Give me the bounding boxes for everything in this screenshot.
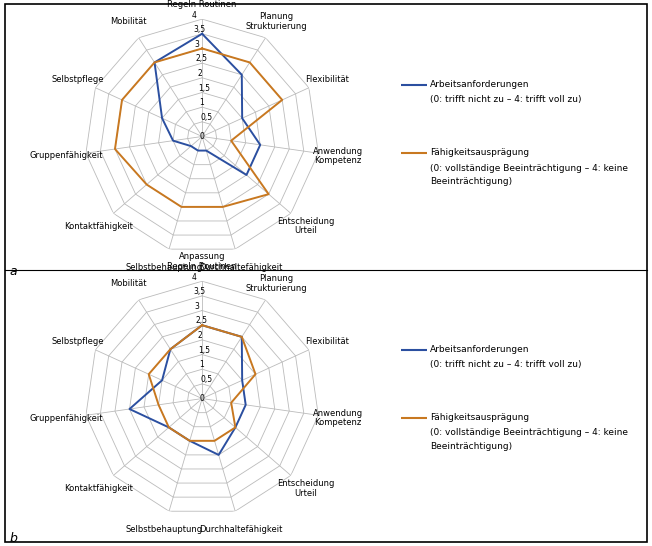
Text: Beeinträchtigung): Beeinträchtigung) [430,442,512,450]
Text: 0: 0 [200,132,205,141]
Text: (0: vollständige Beeinträchtigung – 4: keine: (0: vollständige Beeinträchtigung – 4: k… [430,429,629,437]
Text: Beeinträchtigung): Beeinträchtigung) [430,177,512,186]
Text: b: b [10,532,18,545]
Text: Arbeitsanforderungen: Arbeitsanforderungen [430,80,530,89]
Text: (0: vollständige Beeinträchtigung – 4: keine: (0: vollständige Beeinträchtigung – 4: k… [430,164,629,173]
Text: 0: 0 [200,394,205,403]
Text: Arbeitsanforderungen: Arbeitsanforderungen [430,345,530,354]
Text: a: a [10,265,18,278]
Text: Fähigkeitsausprägung: Fähigkeitsausprägung [430,413,529,422]
Text: (0: trifft nicht zu – 4: trifft voll zu): (0: trifft nicht zu – 4: trifft voll zu) [430,96,582,104]
Text: (0: trifft nicht zu – 4: trifft voll zu): (0: trifft nicht zu – 4: trifft voll zu) [430,360,582,369]
Text: Fähigkeitsausprägung: Fähigkeitsausprägung [430,149,529,157]
